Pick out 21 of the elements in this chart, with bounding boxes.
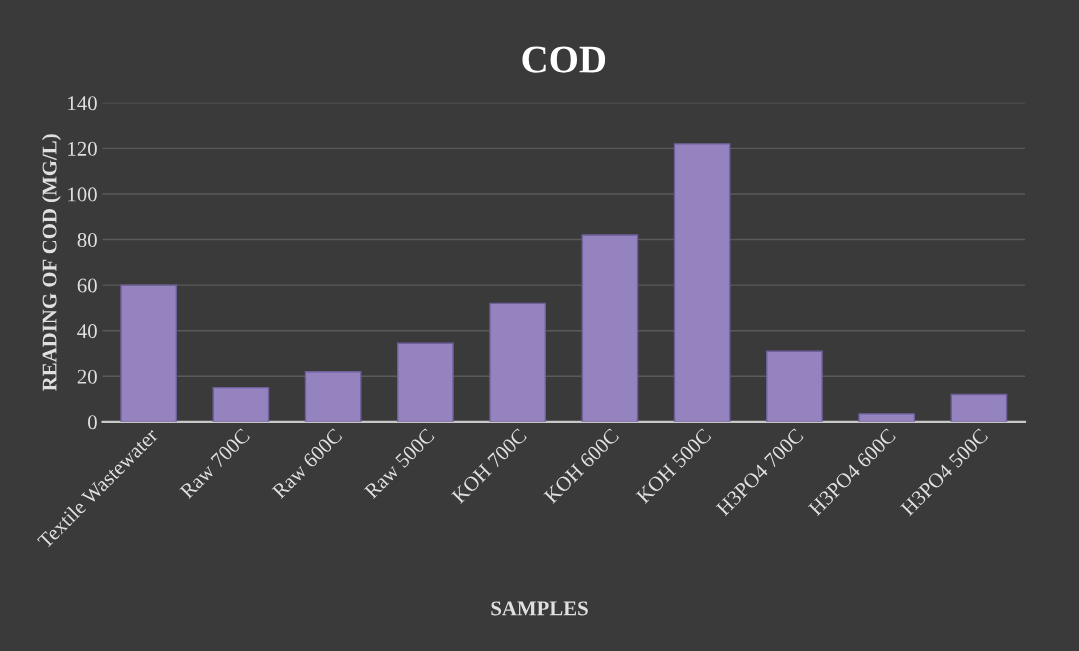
bar: [766, 350, 823, 422]
y-tick-label: 40: [77, 324, 97, 339]
y-tick-label: 140: [68, 96, 97, 111]
y-axis-title: READING OF COD (MG/L): [41, 134, 61, 391]
y-tick-label: 80: [77, 232, 97, 247]
bar: [581, 234, 639, 422]
x-axis-title: SAMPLES: [491, 601, 588, 616]
bar: [120, 284, 178, 422]
bar: [489, 302, 547, 422]
chart-title: COD: [522, 46, 606, 73]
y-tick-label: 20: [77, 369, 97, 384]
y-tick-label: 60: [77, 278, 97, 293]
y-tick-label: 0: [88, 415, 97, 430]
bar: [212, 386, 270, 422]
y-tick-label: 120: [68, 141, 97, 156]
bar: [673, 143, 731, 422]
bar: [397, 342, 454, 422]
bar: [950, 393, 1008, 422]
bar: [858, 413, 916, 422]
y-tick-label: 100: [68, 187, 97, 202]
bar: [304, 371, 362, 422]
